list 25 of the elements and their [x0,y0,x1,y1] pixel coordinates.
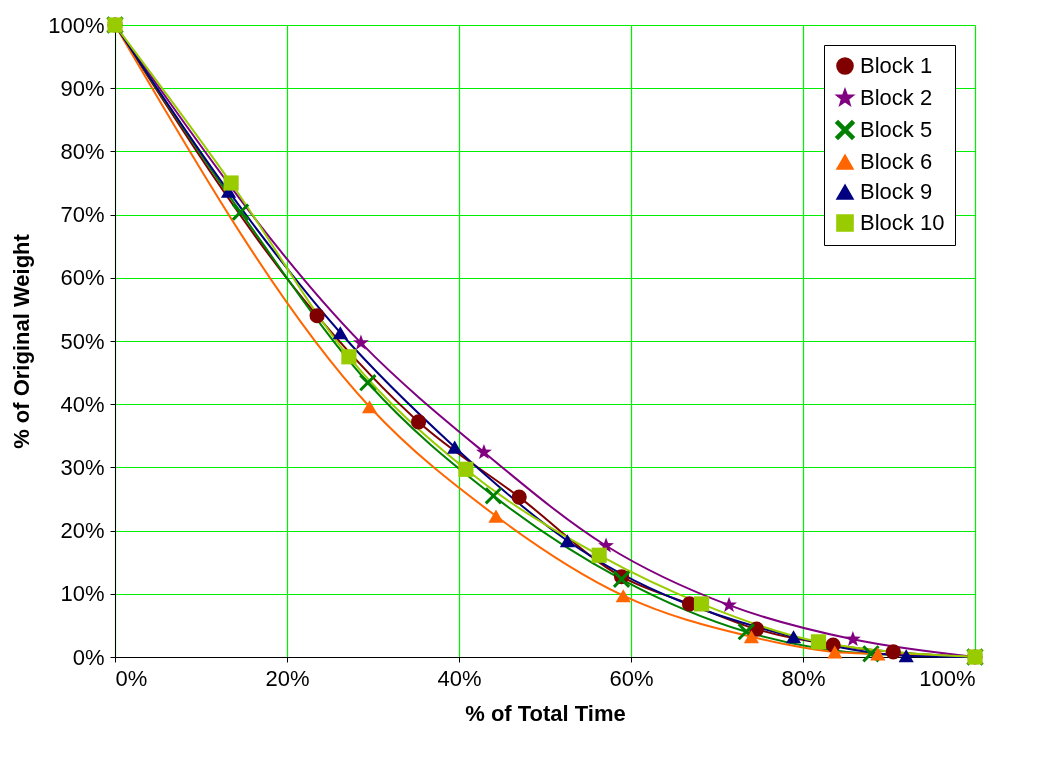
x-tick-label: 60% [609,665,654,691]
y-tick-label: 20% [60,518,105,544]
x-tick-label: 40% [437,665,482,691]
y-tick-label: 40% [60,391,105,417]
legend-label: Block 9 [860,179,933,204]
y-tick-label: 60% [60,265,105,291]
x-tick-label: 80% [781,665,826,691]
legend-label: Block 1 [860,53,933,78]
legend-label: Block 10 [860,210,945,235]
y-tick-label: 90% [60,75,105,101]
legend-label: Block 6 [860,149,933,174]
x-axis-title: % of Total Time [465,700,626,726]
x-tick-label: 100% [919,665,976,691]
y-tick-label: 30% [60,454,105,480]
legend-label: Block 5 [860,117,933,142]
legend-label: Block 2 [860,85,933,110]
x-tick-label: 0% [115,665,148,691]
y-tick-label: 10% [60,581,105,607]
x-tick-label: 20% [265,665,310,691]
y-tick-label: 70% [60,202,105,228]
y-tick-label: 50% [60,328,105,354]
y-tick-label: 0% [72,644,105,670]
y-tick-label: 100% [48,12,105,38]
y-tick-label: 80% [60,138,105,164]
y-axis-title: % of Original Weight [9,233,35,449]
